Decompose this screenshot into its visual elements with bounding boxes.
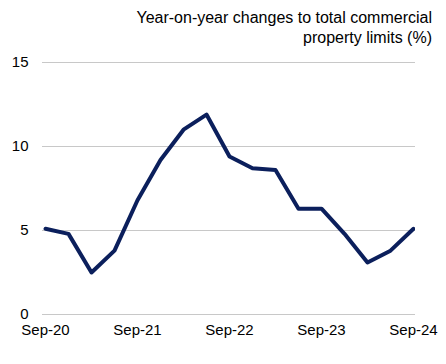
svg-text:Sep-23: Sep-23 [297,321,345,338]
svg-text:0: 0 [20,305,28,322]
svg-text:Sep-22: Sep-22 [205,321,253,338]
svg-text:5: 5 [20,221,28,238]
svg-text:10: 10 [12,137,29,154]
html-text:Year-on-year changes to total: Year-on-year changes to total commercial… [136,9,432,46]
svg-text:Sep-21: Sep-21 [113,321,161,338]
svg-text:Sep-24: Sep-24 [389,321,437,338]
svg-text:15: 15 [12,53,29,70]
svg-text:Sep-20: Sep-20 [21,321,69,338]
